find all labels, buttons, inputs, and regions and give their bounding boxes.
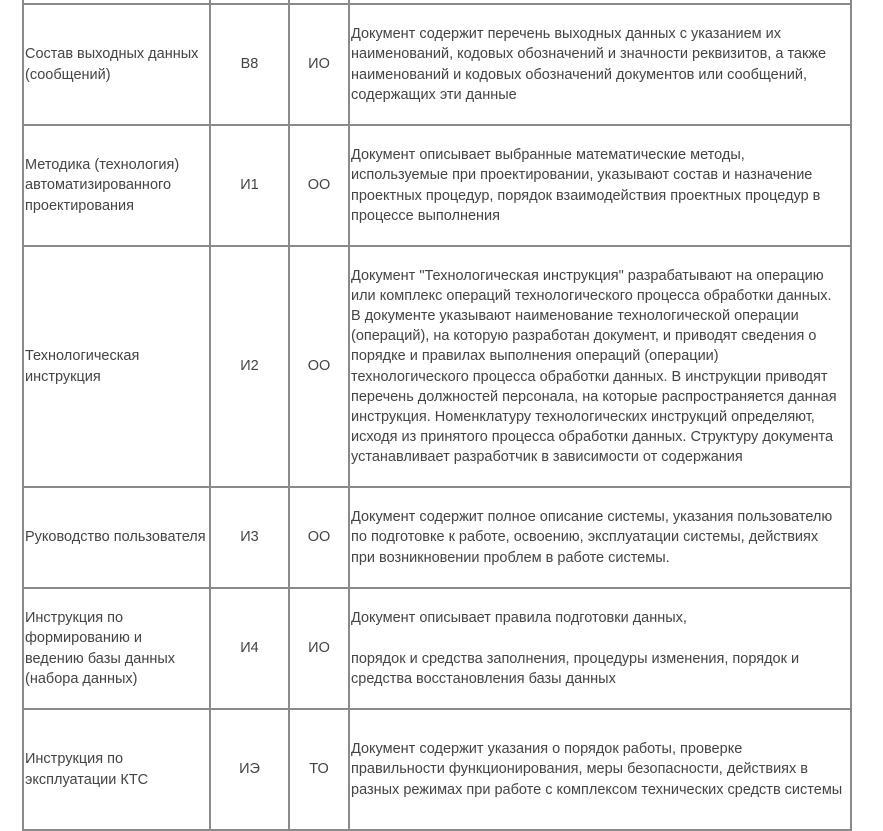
document-code: И1: [209, 124, 290, 247]
table-row: Инструкция по формированию и ведению баз…: [22, 587, 852, 710]
document-code: И2: [209, 245, 290, 488]
document-name: Методика (технология) автоматизированног…: [22, 124, 211, 247]
table-row: Технологическая инструкция И2 ОО Докумен…: [22, 245, 852, 488]
document-description: Документ "Технологическая инструкция" ра…: [348, 245, 852, 488]
document-code: И4: [209, 587, 290, 710]
document-code: И3: [209, 486, 290, 589]
documents-table: Состав выходных данных (сообщений) В8 ИО…: [22, 0, 852, 831]
document-type: ИО: [288, 3, 350, 126]
document-description: [348, 0, 852, 5]
document-name: Инструкция по эксплуатации КТС: [22, 708, 211, 831]
document-type: ИО: [288, 587, 350, 710]
document-name: Состав выходных данных (сообщений): [22, 3, 211, 126]
document-code: В8: [209, 3, 290, 126]
table-row: Состав выходных данных (сообщений) В8 ИО…: [22, 3, 852, 126]
document-name: Инструкция по формированию и ведению баз…: [22, 587, 211, 710]
document-description: Документ содержит указания о порядок раб…: [348, 708, 852, 831]
document-type: ОО: [288, 124, 350, 247]
table-row: Методика (технология) автоматизированног…: [22, 124, 852, 247]
document-type: [288, 0, 350, 5]
document-description: Документ содержит перечень выходных данн…: [348, 3, 852, 126]
document-description: Документ содержит полное описание систем…: [348, 486, 852, 589]
document-code: ИЭ: [209, 708, 290, 831]
document-name: [22, 0, 211, 5]
table-row: Руководство пользователя И3 ОО Документ …: [22, 486, 852, 589]
table-row: [22, 0, 852, 5]
document-code: [209, 0, 290, 5]
table-row: Инструкция по эксплуатации КТС ИЭ ТО Док…: [22, 708, 852, 831]
document-type: ОО: [288, 486, 350, 589]
document-description: Документ описывает выбранные математичес…: [348, 124, 852, 247]
document-type: ТО: [288, 708, 350, 831]
document-description: Документ описывает правила подготовки да…: [348, 587, 852, 710]
document-name: Руководство пользователя: [22, 486, 211, 589]
document-name: Технологическая инструкция: [22, 245, 211, 488]
document-type: ОО: [288, 245, 350, 488]
